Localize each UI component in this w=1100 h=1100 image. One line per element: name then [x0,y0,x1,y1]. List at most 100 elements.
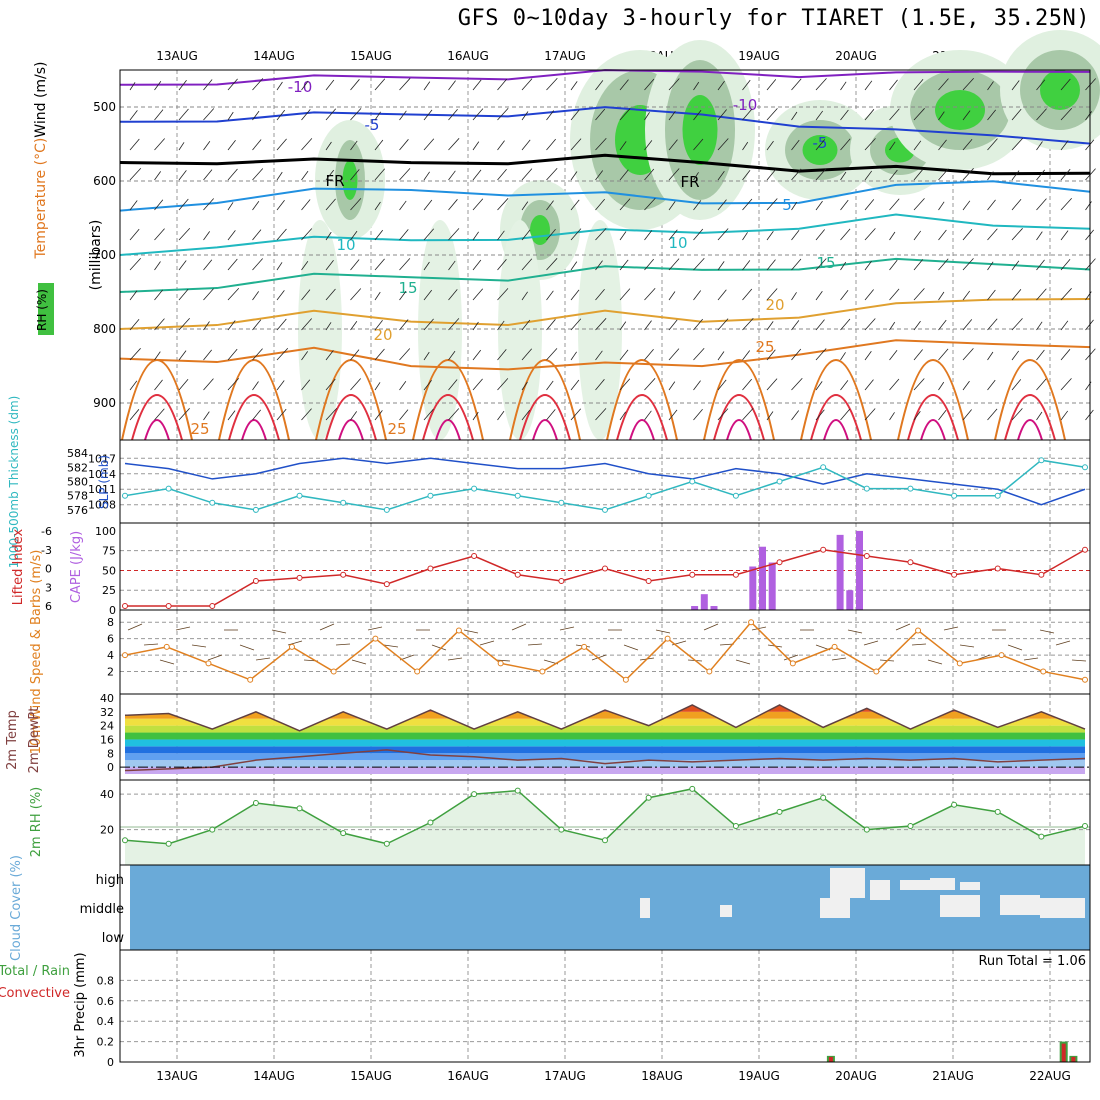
wind-barb [693,257,705,271]
wind-barb [154,261,161,271]
li-axis-label: Lifted Index [11,528,26,605]
cape-tick-label: 0 [109,604,116,617]
wind-barb [889,141,896,151]
thickness-line-point [558,499,565,506]
lifted-index-line-point [645,578,652,584]
wind-tick-label: 8 [107,616,114,629]
wind-barb [938,258,949,271]
wind-barb [154,289,163,301]
wind-barb [938,410,947,421]
top-date-label: 17AUG [544,49,586,63]
surface-wind-barb [191,644,207,648]
wind-barb [864,80,873,91]
wind-barb [521,111,529,121]
wind-barb [325,108,337,121]
wind-barb [889,169,898,181]
surface-wind-barb [351,659,367,665]
chart-title: GFS 0~10day 3-hourly for TIARET (1.5E, 3… [457,6,1090,31]
wind-barb [472,321,479,331]
rh-line-point [732,823,739,830]
wind-barb [962,409,972,421]
wind-barb [1060,168,1071,181]
wind-legend-label: Wind (m/s) [33,61,49,137]
wind-barb [325,198,336,211]
wind-barb [889,321,896,331]
rh-line-point [689,785,696,792]
bottom-date-label: 18AUG [641,1069,683,1083]
precip-convective-bar [1061,1043,1066,1062]
wind-barb [619,108,631,121]
wind-barb [546,290,554,301]
bottom-date-label: 21AUG [932,1069,974,1083]
wind-barb [178,108,189,121]
temp-tick-label: 16 [100,733,114,746]
wind-barb [619,349,629,361]
wind-barb [1011,318,1023,331]
li-tick-label: 6 [45,600,52,613]
wind-barb [350,140,358,151]
wind-barb [570,318,582,331]
wind-barb [276,109,286,121]
wind-barb [938,168,949,181]
wind-barb [987,318,998,331]
lifted-index-line-point [252,578,259,584]
wind-barb [301,80,309,91]
wind-barb [619,288,631,301]
rh-line-point [645,794,652,801]
wind-barb [668,110,676,121]
wind-speed-line-point [330,668,337,675]
wind-barb [301,289,311,301]
wind-barb [668,381,676,391]
wind-barb [252,319,262,331]
wind-barb [864,260,872,271]
wind-barb [301,170,309,181]
bottom-date-label: 14AUG [253,1069,295,1083]
thickness-tick-label: 582 [67,461,88,474]
wind-barb [595,108,606,121]
wind-barb [962,77,974,91]
wind-barb [252,200,260,211]
wind-barb [448,80,456,91]
rh-shading-light [498,220,542,440]
wind-barb [913,230,922,241]
wind-barb [864,228,876,241]
wind-barb [570,261,578,271]
rh-line-point [296,805,303,812]
wind-barb [350,349,360,361]
wind-barb [227,111,234,121]
wind-barb [644,168,655,181]
wind-barb [717,318,729,331]
wind-barb [938,348,949,361]
wind-barb [276,262,283,271]
wind-speed-line-point [372,635,379,642]
wind-barb [276,380,285,391]
wind-barb [1060,349,1071,361]
wind-barb [938,381,945,391]
surface-wind-barb [239,644,255,651]
lifted-index-line-point [994,565,1001,572]
temp-tick-label: 0 [107,761,114,774]
isotherm-label: 10 [336,236,355,254]
wind-barb [497,410,505,421]
wind-barb [1060,288,1072,301]
bottom-date-label: 15AUG [350,1069,392,1083]
surface-wind-barb [383,644,399,648]
wind-barb [717,109,727,121]
wind-barb [962,258,974,271]
wind-barb [423,199,433,211]
wind-barb [693,172,699,181]
wind-barb [276,200,285,211]
lifted-index-line-point [1038,571,1045,578]
precip-tick-label: 0.4 [97,1015,115,1028]
wind-barb [276,290,285,301]
wind-barb [815,381,823,391]
warm-contour [121,359,193,441]
wind-barb [742,141,749,151]
cape-bar [836,534,844,610]
rh-line-point [1082,823,1088,830]
wind-barb [448,228,460,241]
wind-barb [154,351,161,361]
wind-barb [619,169,629,181]
wind-barb [423,289,433,301]
wind-barb [987,109,996,121]
